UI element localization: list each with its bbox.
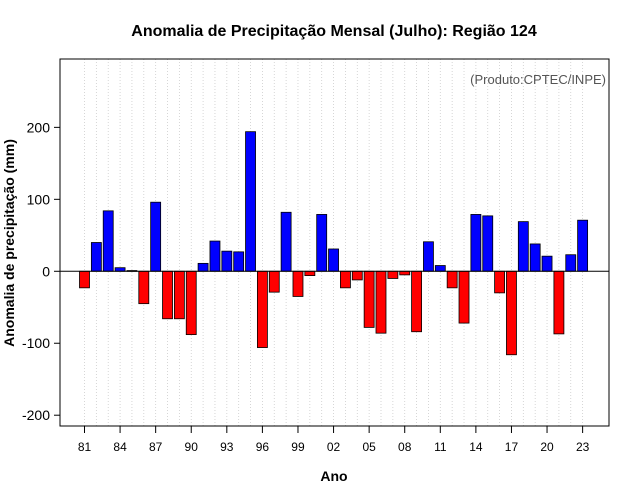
x-tick-label: 84 (113, 440, 127, 454)
bar-2006 (375, 270, 387, 334)
bar-2002 (328, 248, 339, 272)
bar-2016 (494, 270, 506, 294)
x-tick-label: 96 (256, 440, 270, 454)
y-tick-label: -200 (22, 407, 50, 423)
bar-1997 (268, 270, 280, 293)
bar-1996 (256, 270, 268, 348)
x-tick-label: 93 (220, 440, 234, 454)
bar-2018 (517, 221, 529, 272)
y-axis: -200 -100 0 100 200 (22, 119, 60, 423)
bar-1993 (221, 250, 233, 272)
bar-2007 (387, 270, 399, 279)
bar-2020 (541, 255, 553, 272)
bar-2012 (446, 270, 458, 289)
y-tick-label: 100 (27, 191, 51, 207)
bar-1991 (197, 262, 209, 272)
x-tick-label: 11 (434, 440, 447, 454)
x-tick-label: 23 (576, 440, 590, 454)
source-note: (Produto:CPTEC/INPE) (470, 72, 606, 87)
bar-1999 (292, 270, 304, 297)
x-tick-label: 14 (469, 440, 483, 454)
bar-2001 (316, 214, 328, 272)
y-axis-label: Anomalia de precipitação (mm) (1, 139, 17, 347)
y-tick-label: 0 (42, 263, 50, 279)
y-tick-label: -100 (22, 335, 50, 351)
bar-2023 (577, 219, 589, 272)
bar-1984 (114, 267, 126, 272)
bar-2011 (434, 265, 446, 272)
bar-1990 (185, 270, 197, 336)
bar-1994 (233, 251, 245, 272)
bar-2000 (304, 270, 316, 276)
x-axis-label: Ano (320, 468, 347, 484)
chart-title: Anomalia de Precipitação Mensal (Julho):… (131, 23, 537, 40)
bar-2019 (529, 243, 541, 272)
bar-1981 (79, 270, 90, 289)
bar-1983 (102, 210, 114, 272)
bar-1987 (150, 201, 162, 272)
bar-2013 (458, 270, 470, 324)
bar-1998 (280, 211, 292, 272)
bar-1982 (90, 242, 102, 272)
bar-2017 (506, 270, 517, 356)
bar-2009 (411, 270, 422, 333)
bar-2003 (340, 270, 351, 289)
x-tick-label: 90 (185, 440, 199, 454)
x-tick-label: 05 (362, 440, 376, 454)
bar-2014 (470, 214, 482, 272)
bar-2010 (423, 241, 434, 272)
bar-2021 (553, 270, 565, 335)
y-tick-label: 200 (27, 119, 51, 135)
x-tick-label: 20 (540, 440, 554, 454)
bar-1986 (138, 270, 150, 305)
bar-2005 (363, 270, 375, 328)
bar-1989 (173, 270, 185, 320)
bar-1988 (162, 270, 173, 320)
bar-2015 (482, 215, 494, 272)
bar-series (79, 131, 589, 356)
x-tick-label: 81 (78, 440, 92, 454)
x-tick-label: 87 (149, 440, 163, 454)
bar-2004 (351, 270, 363, 281)
bar-1992 (209, 240, 221, 272)
x-axis: 81 84 87 90 93 96 99 02 05 08 11 14 17 20 23 (78, 426, 590, 454)
x-tick-label: 08 (398, 440, 412, 454)
bar-2022 (565, 254, 577, 272)
bar-1995 (245, 131, 256, 272)
x-tick-label: 17 (505, 440, 519, 454)
bar-2008 (399, 270, 411, 276)
x-tick-label: 02 (327, 440, 341, 454)
plot-frame (59, 58, 610, 427)
x-tick-label: 99 (291, 440, 305, 454)
